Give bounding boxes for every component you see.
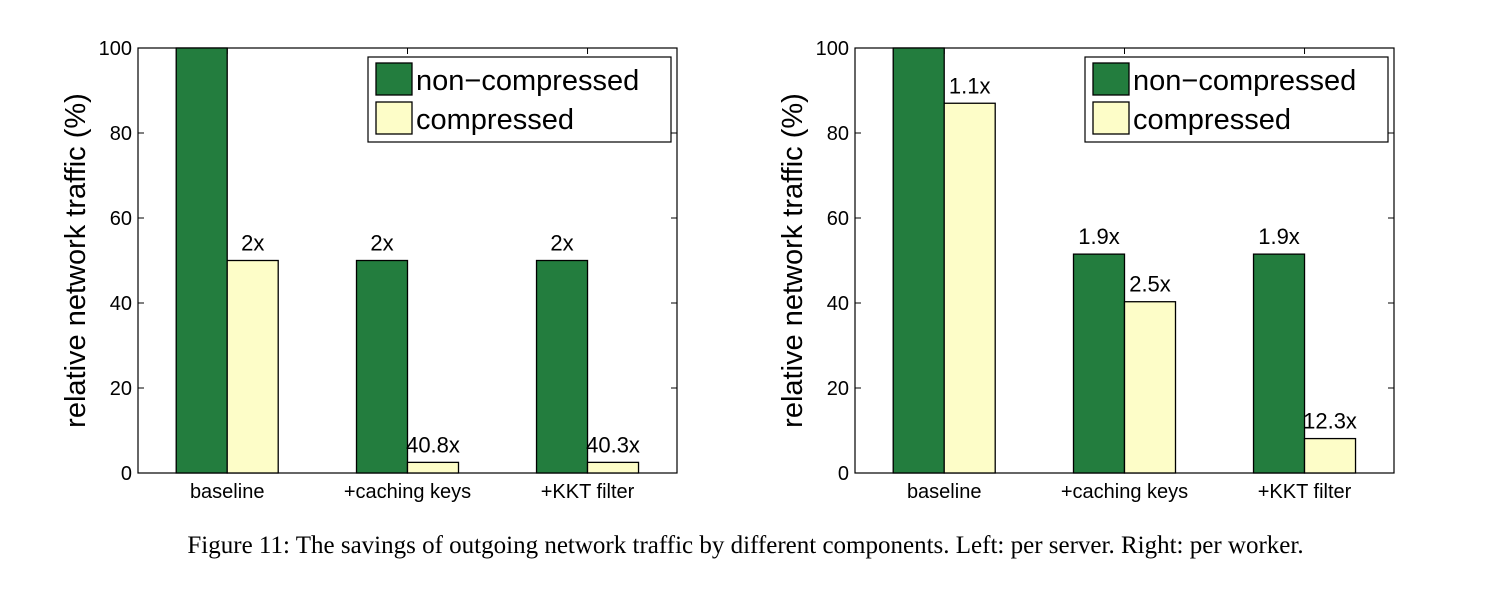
legend-swatch bbox=[1092, 62, 1130, 96]
bar bbox=[1252, 253, 1306, 474]
legend-label: non−compressed bbox=[1133, 65, 1356, 97]
bar bbox=[226, 259, 279, 474]
x-tick-label: baseline bbox=[907, 481, 982, 503]
bar bbox=[1303, 437, 1357, 474]
legend-box bbox=[1084, 56, 1389, 143]
legend-label: compressed bbox=[1133, 104, 1291, 136]
y-tick-label: 80 bbox=[827, 123, 849, 145]
y-tick-label: 40 bbox=[110, 293, 132, 315]
bar-data-label: 2.5x bbox=[1129, 272, 1171, 297]
legend-box bbox=[367, 56, 672, 143]
x-tick-label: +caching keys bbox=[344, 481, 471, 503]
legend-swatch bbox=[375, 62, 413, 96]
y-tick-label: 20 bbox=[110, 378, 132, 400]
y-axis-label: relative network traffic (%) bbox=[60, 93, 92, 428]
x-tick-label: +caching keys bbox=[1061, 481, 1188, 503]
bar-data-label: 2x bbox=[550, 231, 573, 256]
y-tick-label: 0 bbox=[121, 463, 132, 485]
y-tick-label: 100 bbox=[99, 38, 132, 60]
legend-label: compressed bbox=[416, 104, 574, 136]
y-tick-label: 60 bbox=[827, 208, 849, 230]
bar bbox=[586, 461, 640, 474]
bar bbox=[1123, 301, 1177, 474]
bar-data-label: 1.1x bbox=[949, 73, 991, 98]
y-tick-label: 20 bbox=[827, 378, 849, 400]
bar-data-label: 1.9x bbox=[1258, 224, 1300, 249]
y-tick-label: 40 bbox=[827, 293, 849, 315]
x-tick-label: +KKT filter bbox=[541, 481, 635, 503]
legend-swatch bbox=[1092, 101, 1130, 135]
bar bbox=[943, 102, 996, 474]
y-tick-label: 80 bbox=[110, 123, 132, 145]
bar bbox=[892, 47, 945, 474]
legend-label: non−compressed bbox=[416, 65, 639, 97]
bar-data-label: 40.8x bbox=[406, 432, 460, 457]
bar-data-label: 2x bbox=[370, 231, 393, 256]
y-axis-label: relative network traffic (%) bbox=[777, 93, 809, 428]
bar bbox=[1072, 253, 1126, 474]
bar-data-label: 2x bbox=[241, 231, 264, 256]
bar-data-label: 12.3x bbox=[1303, 409, 1357, 434]
x-tick-label: baseline bbox=[190, 481, 265, 503]
x-tick-label: +KKT filter bbox=[1258, 481, 1352, 503]
bar bbox=[355, 259, 409, 474]
figure-caption: Figure 11: The savings of outgoing netwo… bbox=[187, 532, 1304, 559]
bar bbox=[535, 259, 589, 474]
bar-data-label: 1.9x bbox=[1078, 224, 1120, 249]
bar-data-label: 40.3x bbox=[586, 432, 640, 457]
y-tick-label: 0 bbox=[838, 463, 849, 485]
figure-charts: 0 20 40 60 80 100 relative network traffic (%)… bbox=[60, 38, 1395, 503]
y-tick-label: 60 bbox=[110, 208, 132, 230]
y-tick-label: 100 bbox=[816, 38, 849, 60]
bar bbox=[406, 461, 460, 474]
bar bbox=[175, 47, 228, 474]
legend-swatch bbox=[375, 101, 413, 135]
